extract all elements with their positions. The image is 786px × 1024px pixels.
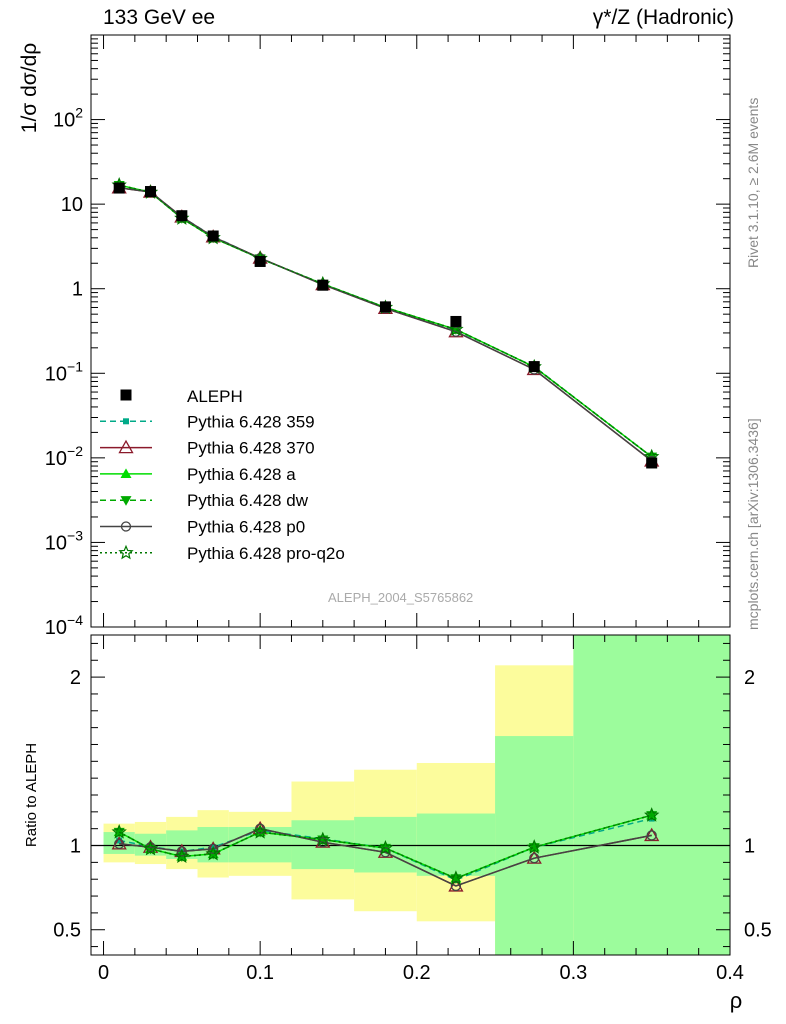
main-frame <box>90 34 731 628</box>
ratio-point-pythia-6-428-p0 <box>114 838 125 849</box>
legend-label-pythia-6-428-a: Pythia 6.428 a <box>187 465 296 484</box>
main-panel-axes: 10−4 10−3 10−2 10−1 1 10 102 1/σ dσ/dρ <box>18 34 731 639</box>
main-data-point-aleph <box>528 361 540 373</box>
ratio-panel-series <box>111 807 660 892</box>
main-data-point-aleph <box>113 182 125 194</box>
header-left: 133 GeV ee <box>103 6 216 29</box>
x-tick-label: 0.3 <box>559 962 587 984</box>
ratio-point-pythia-6-428-pro-q2o <box>526 839 542 854</box>
header-right: γ*/Z (Hadronic) <box>592 6 734 29</box>
ratio-y-tick-label: 1 <box>70 836 81 858</box>
main-y-tick-label: 10 <box>61 194 83 216</box>
ratio-y-tick-label: 2 <box>70 667 81 689</box>
legend-marker-pythia-6-428-a <box>120 468 132 479</box>
legend-marker-pythia-6-428-p0 <box>120 521 132 532</box>
legend-label-aleph: ALEPH <box>187 387 243 406</box>
ratio-inner-band-7 <box>416 813 496 876</box>
ratio-point-pythia-6-428-pro-q2o <box>174 848 190 863</box>
ratio-point-pythia-6-428-p0 <box>380 847 391 858</box>
ratio-point-pythia-6-428-p0 <box>646 830 657 841</box>
x-tick-label: 0 <box>98 962 109 984</box>
ratio-point-pythia-6-428-pro-q2o <box>377 839 394 855</box>
ratio-y-axis-label: Ratio to ALEPH <box>23 743 40 847</box>
main-data-point-aleph <box>646 457 658 469</box>
mcplots-label: mcplots.cern.ch [arXiv:1306.3436] <box>745 418 761 630</box>
ratio-point-pythia-6-428-pro-q2o <box>252 823 268 839</box>
main-data-point-aleph <box>379 301 391 313</box>
main-data-point-aleph <box>254 255 266 267</box>
main-panel-series <box>111 177 660 469</box>
ratio-point-pythia-6-428-pro-q2o <box>142 840 159 856</box>
ratio-line-pythia-6-428-pro-q2o <box>118 814 652 880</box>
main-y-tick-label: 10−2 <box>45 443 83 470</box>
legend-marker-aleph <box>120 389 132 401</box>
x-tick-label: 0.1 <box>246 962 274 984</box>
ratio-point-pythia-6-428-pro-q2o <box>111 823 127 839</box>
main-data-point-aleph <box>317 279 329 291</box>
ratio-y-tick-label-right: 0.5 <box>744 920 772 942</box>
ratio-line-pythia-6-428-p0 <box>119 827 652 887</box>
main-data-point-aleph <box>176 210 188 222</box>
legend-label-pythia-6-428-pro-q2o: Pythia 6.428 pro-q2o <box>187 544 345 563</box>
ratio-panel-axes: 0.5 0.5 1 1 2 2 0 0.1 0.2 0.3 0.4 Ratio to ALEPH ρ <box>23 634 772 1013</box>
legend-label-pythia-6-428-dw: Pythia 6.428 dw <box>187 491 309 510</box>
ratio-y-tick-label-right: 2 <box>744 667 755 689</box>
x-tick-label: 0.4 <box>716 962 744 984</box>
legend-label-pythia-6-428-370: Pythia 6.428 370 <box>187 439 315 458</box>
main-y-tick-label: 10−3 <box>45 527 83 554</box>
analysis-id: ALEPH_2004_S5765862 <box>328 590 474 605</box>
ratio-uncertainty-bands <box>103 635 730 955</box>
ratio-point-pythia-6-428-pro-q2o <box>644 807 660 822</box>
ratio-point-pythia-6-428-p0 <box>317 837 328 848</box>
main-point-pythia-6-428-pro-q2o <box>448 321 464 336</box>
ratio-point-pythia-6-428-p0 <box>529 853 540 864</box>
ratio-point-pythia-6-428-pro-q2o <box>205 845 221 861</box>
ratio-point-pythia-6-428-p0 <box>176 846 187 857</box>
main-y-tick-label: 10−1 <box>45 358 83 385</box>
main-y-tick-label: 10−4 <box>45 612 83 639</box>
ratio-line-pythia-6-428-359 <box>119 817 652 881</box>
main-y-tick-label: 1 <box>72 279 83 301</box>
rivet-version-label: Rivet 3.1.10, ≥ 2.6M events <box>745 97 761 268</box>
legend-marker-pythia-6-428-pro-q2o <box>118 544 134 560</box>
legend-label-pythia-6-428-p0: Pythia 6.428 p0 <box>187 518 305 537</box>
main-point-pythia-6-428-p0 <box>450 326 462 337</box>
ratio-point-pythia-6-428-pro-q2o <box>315 831 331 847</box>
ratio-point-pythia-6-428-pro-q2o <box>448 870 464 885</box>
legend-label-pythia-6-428-359: Pythia 6.428 359 <box>187 412 315 431</box>
ratio-point-pythia-6-428-359 <box>116 837 123 844</box>
legend-marker-pythia-6-428-370 <box>118 439 134 454</box>
main-data-point-aleph <box>145 186 157 198</box>
ratio-point-pythia-6-428-p0 <box>208 843 219 855</box>
ratio-inner-band-9 <box>573 635 730 955</box>
main-data-point-aleph <box>207 230 219 242</box>
x-tick-label: 0.2 <box>403 962 431 984</box>
legend: ALEPH Pythia 6.428 359 Pythia 6.428 370 Pyt… <box>100 387 345 563</box>
ratio-y-tick-label: 0.5 <box>53 920 81 942</box>
x-axis-label: ρ <box>730 988 743 1013</box>
main-y-axis-label: 1/σ dσ/dρ <box>18 43 41 133</box>
ratio-y-tick-label-right: 1 <box>744 836 755 858</box>
main-y-tick-label: 102 <box>53 105 83 132</box>
legend-marker-pythia-6-428-dw <box>120 496 132 506</box>
main-data-point-aleph <box>450 315 462 327</box>
legend-marker-pythia-6-428-359 <box>123 418 129 425</box>
